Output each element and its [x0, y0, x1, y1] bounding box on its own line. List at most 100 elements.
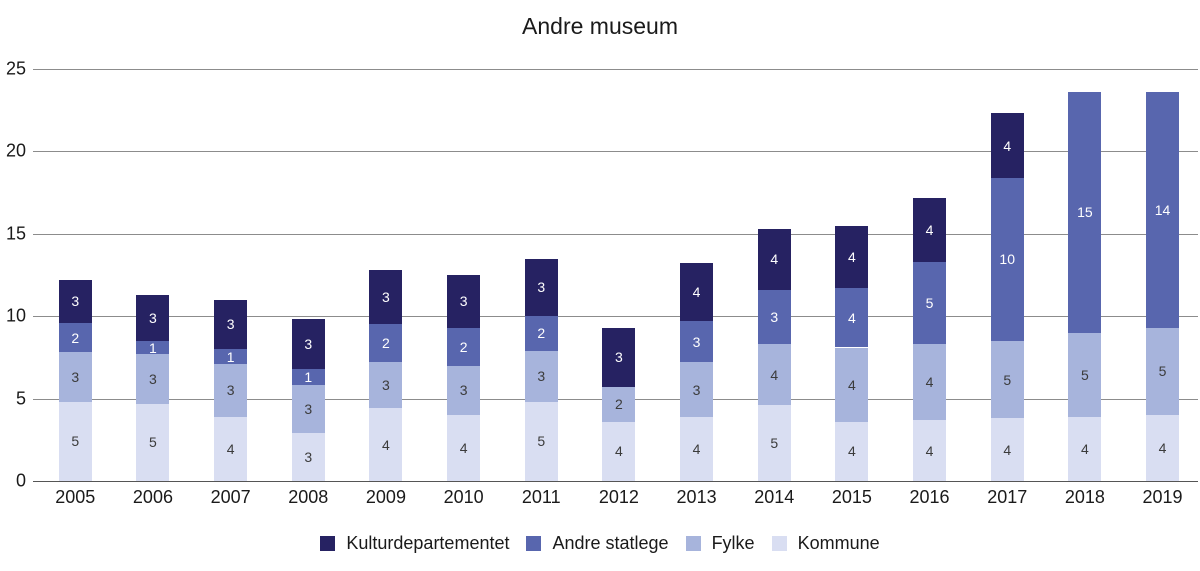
segment-value-label: 10: [999, 251, 1015, 268]
segment-value-label: 4: [615, 443, 623, 460]
segment-value-label: 4: [382, 436, 390, 453]
segment-value-label: 3: [149, 370, 157, 387]
bar-segment-andre-statlege: 2: [524, 316, 558, 351]
segment-value-label: 5: [925, 295, 934, 311]
bar-segment-andre-statlege: 5: [913, 261, 947, 345]
bar-segment-kulturdepartementet: 3: [214, 299, 248, 350]
bar-segment-kommune: 4: [913, 420, 947, 481]
y-axis-tick-label: 25: [5, 58, 26, 79]
bar-segment-kulturdepartementet: 3: [136, 294, 170, 341]
segment-value-label: 2: [382, 335, 390, 352]
bar-segment-kulturdepartementet: 3: [291, 319, 325, 369]
segment-value-label: 4: [847, 248, 856, 265]
legend-label: Kulturdepartementet: [346, 533, 510, 553]
bar-segment-fylke: 3: [447, 365, 481, 416]
segment-value-label: 4: [925, 221, 934, 238]
bar-segment-andre-statlege: 3: [757, 289, 791, 345]
segment-value-label: 3: [692, 333, 701, 350]
x-axis-year-label: 2019: [1142, 487, 1183, 507]
bar-segment-andre-statlege: 10: [990, 177, 1024, 341]
segment-value-label: 4: [770, 251, 779, 268]
segment-value-label: 3: [615, 349, 623, 366]
bar-segment-andre-statlege: 15: [1068, 92, 1102, 333]
bar-segment-kommune: 5: [524, 401, 558, 481]
bar-segment-fylke: 3: [58, 352, 92, 402]
segment-value-label: 4: [1080, 440, 1089, 457]
bar-segment-andre-statlege: 3: [680, 321, 714, 363]
bar-segment-fylke: 3: [291, 385, 325, 434]
y-axis-tick-label: 5: [15, 388, 26, 409]
x-axis-year-label: 2007: [210, 487, 251, 507]
bar-segment-kulturdepartementet: 4: [757, 228, 791, 290]
bar-segment-fylke: 5: [1068, 332, 1102, 417]
segment-value-label: 4: [692, 440, 701, 457]
bar-segment-kulturdepartementet: 4: [680, 263, 714, 322]
segment-value-label: 4: [1003, 441, 1012, 458]
x-axis-year-label: 2012: [598, 487, 639, 507]
legend-item-kulturdepartementet: Kulturdepartementet: [320, 533, 509, 554]
segment-value-label: 4: [459, 440, 468, 457]
segment-value-label: 5: [1003, 371, 1012, 388]
bar-segment-kulturdepartementet: 3: [447, 275, 481, 328]
y-axis-tick-label: 10: [5, 305, 26, 326]
segment-value-label: 4: [925, 374, 934, 391]
bar-segment-fylke: 4: [757, 344, 791, 406]
bar-segment-andre-statlege: 1: [214, 348, 248, 365]
segment-value-label: 3: [382, 289, 390, 306]
segment-value-label: 4: [847, 309, 856, 326]
legend-label: Fylke: [711, 533, 755, 553]
segment-value-label: 3: [71, 369, 80, 386]
gridline-25: [33, 69, 1198, 70]
legend-swatch: [685, 536, 701, 551]
bar-segment-andre-statlege: 2: [447, 327, 481, 366]
segment-value-label: 2: [459, 338, 468, 355]
x-axis-year-label: 2017: [987, 487, 1028, 507]
segment-value-label: 3: [304, 449, 313, 466]
x-axis-year-label: 2015: [831, 487, 872, 507]
segment-value-label: 3: [537, 368, 546, 385]
x-axis-year-label: 2009: [365, 487, 406, 507]
legend: Kulturdepartementet Andre statlege Fylke Ko…: [0, 533, 1200, 554]
segment-value-label: 3: [226, 382, 235, 399]
bar-segment-kommune: 5: [58, 401, 92, 481]
bar-segment-fylke: 3: [369, 362, 403, 409]
bar-segment-andre-statlege: 2: [369, 324, 403, 363]
segment-value-label: 3: [459, 382, 468, 399]
bar-segment-andre-statlege: 1: [291, 368, 325, 386]
segment-value-label: 5: [1158, 363, 1167, 380]
bar-segment-andre-statlege: 1: [136, 341, 170, 355]
bar-segment-andre-statlege: 14: [1146, 92, 1180, 328]
legend-label: Andre statlege: [552, 533, 669, 553]
segment-value-label: 3: [537, 279, 546, 296]
segment-value-label: 4: [692, 284, 701, 301]
y-axis-tick-label: 0: [15, 470, 26, 491]
segment-value-label: 3: [304, 401, 313, 418]
segment-value-label: 5: [537, 433, 546, 450]
segment-value-label: 1: [226, 348, 235, 365]
segment-value-label: 3: [770, 309, 779, 326]
bar-segment-andre-statlege: 4: [835, 288, 869, 348]
y-axis-tick-label: 15: [5, 223, 26, 244]
x-axis-year-label: 2013: [676, 487, 717, 507]
bar-segment-fylke: 5: [990, 340, 1024, 419]
x-axis-line: [33, 481, 1198, 482]
segment-value-label: 5: [1080, 366, 1089, 383]
segment-value-label: 1: [304, 369, 313, 386]
legend-item-fylke: Fylke: [685, 533, 755, 554]
segment-value-label: 3: [71, 293, 80, 310]
x-axis-year-label: 2008: [288, 487, 329, 507]
gridline-10: [33, 316, 1198, 318]
bar-segment-kommune: 4: [1146, 415, 1180, 481]
segment-value-label: 15: [1077, 204, 1093, 221]
segment-value-label: 5: [770, 435, 779, 452]
x-axis-year-label: 2011: [521, 487, 561, 507]
bar-segment-kommune: 3: [291, 433, 325, 481]
segment-value-label: 3: [382, 377, 390, 394]
gridline-20: [33, 151, 1198, 153]
bar-segment-kommune: 4: [835, 421, 869, 481]
legend-item-andre-statlege: Andre statlege: [526, 533, 669, 554]
bar-segment-fylke: 3: [680, 362, 714, 417]
bar-segment-fylke: 2: [602, 387, 636, 422]
x-axis-year-label: 2018: [1064, 487, 1105, 507]
legend-item-kommune: Kommune: [771, 533, 880, 554]
